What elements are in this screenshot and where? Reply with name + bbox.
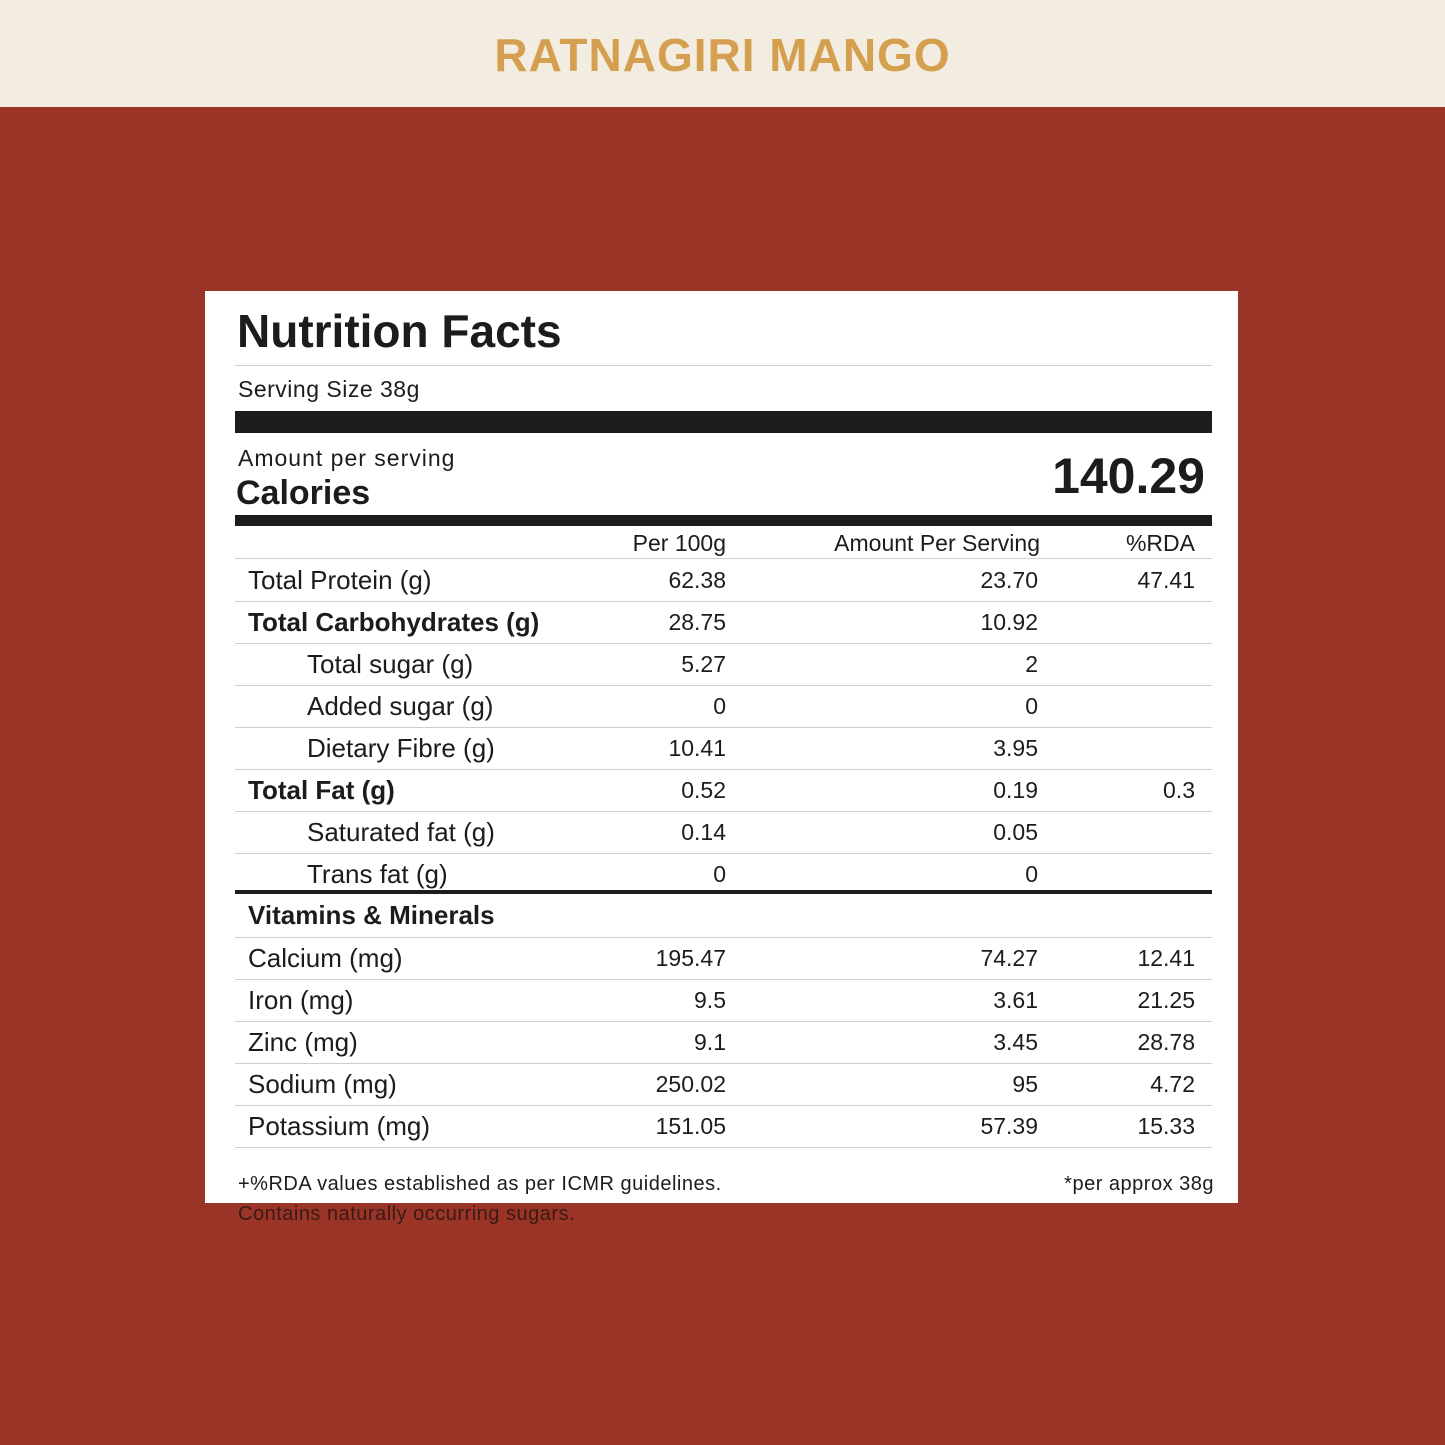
per-100g: 28.75 <box>668 609 726 635</box>
heading: Nutrition Facts <box>237 305 562 357</box>
nutrient-label: Trans fat (g) <box>307 859 448 889</box>
nutrient-label: Total sugar (g) <box>307 649 474 679</box>
rule <box>235 853 1212 854</box>
per-serving: 0 <box>1025 693 1038 719</box>
column-header: Per 100g <box>632 530 726 556</box>
per-100g: 0 <box>713 693 726 719</box>
rda: 4.72 <box>1150 1071 1195 1097</box>
rule <box>235 365 1212 366</box>
per-100g: 151.05 <box>655 1113 726 1139</box>
per-serving: 3.45 <box>993 1029 1038 1055</box>
nutrient-label: Saturated fat (g) <box>307 817 495 847</box>
rda: 28.78 <box>1137 1029 1195 1055</box>
nutrient-label: Iron (mg) <box>248 985 354 1015</box>
vitamins-heading: Vitamins & Minerals <box>248 900 495 930</box>
serving-size: Serving Size 38g <box>238 376 420 402</box>
per-serving: 0.05 <box>993 819 1038 845</box>
per-100g: 62.38 <box>668 567 726 593</box>
calories-label: Calories <box>236 474 371 512</box>
per-serving: 0 <box>1025 861 1038 887</box>
rule <box>235 685 1212 686</box>
serving-note: *per approx 38g <box>1064 1173 1214 1195</box>
rule <box>235 601 1212 602</box>
rda: 15.33 <box>1137 1113 1195 1139</box>
rda: 0.3 <box>1163 777 1195 803</box>
rule <box>235 411 1212 433</box>
per-100g: 195.47 <box>655 945 726 971</box>
per-100g: 0.52 <box>681 777 726 803</box>
rule <box>235 937 1212 938</box>
per-100g: 0.14 <box>681 819 726 845</box>
rule <box>235 515 1212 526</box>
per-serving: 74.27 <box>980 945 1038 971</box>
footnote: +%RDA values established as per ICMR gui… <box>238 1173 722 1195</box>
rule <box>235 811 1212 812</box>
rule <box>235 890 1212 894</box>
per-serving: 3.61 <box>993 987 1038 1013</box>
per-serving: 2 <box>1025 651 1038 677</box>
per-100g: 5.27 <box>681 651 726 677</box>
per-100g: 9.5 <box>694 987 726 1013</box>
nutrient-label: Sodium (mg) <box>248 1069 397 1099</box>
per-serving: 95 <box>1012 1071 1038 1097</box>
rule <box>235 1021 1212 1022</box>
per-serving: 23.70 <box>980 567 1038 593</box>
column-header: Amount Per Serving <box>834 530 1040 556</box>
rule <box>235 558 1212 559</box>
nutrient-label: Calcium (mg) <box>248 943 403 973</box>
nutrient-label: Total Protein (g) <box>248 565 432 595</box>
rule <box>235 727 1212 728</box>
footnote: Contains naturally occurring sugars. <box>238 1203 576 1225</box>
rule <box>235 1063 1212 1064</box>
rda: 21.25 <box>1137 987 1195 1013</box>
rule <box>235 1105 1212 1106</box>
rda: 12.41 <box>1137 945 1195 971</box>
nutrient-label: Total Carbohydrates (g) <box>248 607 540 637</box>
nutrient-label: Zinc (mg) <box>248 1027 358 1057</box>
product-title: RATNAGIRI MANGO <box>494 29 951 81</box>
per-serving: 3.95 <box>993 735 1038 761</box>
per-100g: 10.41 <box>668 735 726 761</box>
calories-value: 140.29 <box>1052 448 1205 504</box>
nutrient-label: Dietary Fibre (g) <box>307 733 495 763</box>
per-serving: 10.92 <box>980 609 1038 635</box>
per-100g: 9.1 <box>694 1029 726 1055</box>
nutrient-label: Potassium (mg) <box>248 1111 431 1141</box>
title-band <box>0 0 1445 107</box>
per-serving: 0.19 <box>993 777 1038 803</box>
per-100g: 0 <box>713 861 726 887</box>
rule <box>235 979 1212 980</box>
label-card <box>205 291 1238 1203</box>
per-serving: 57.39 <box>980 1113 1038 1139</box>
per-100g: 250.02 <box>655 1071 726 1097</box>
rda: 47.41 <box>1137 567 1195 593</box>
nutrient-label: Total Fat (g) <box>248 775 395 805</box>
rule <box>235 1147 1212 1148</box>
column-header: %RDA <box>1125 530 1195 556</box>
rule <box>235 769 1212 770</box>
amount-per-serving: Amount per serving <box>238 445 456 471</box>
nutrient-label: Added sugar (g) <box>307 691 494 721</box>
rule <box>235 643 1212 644</box>
